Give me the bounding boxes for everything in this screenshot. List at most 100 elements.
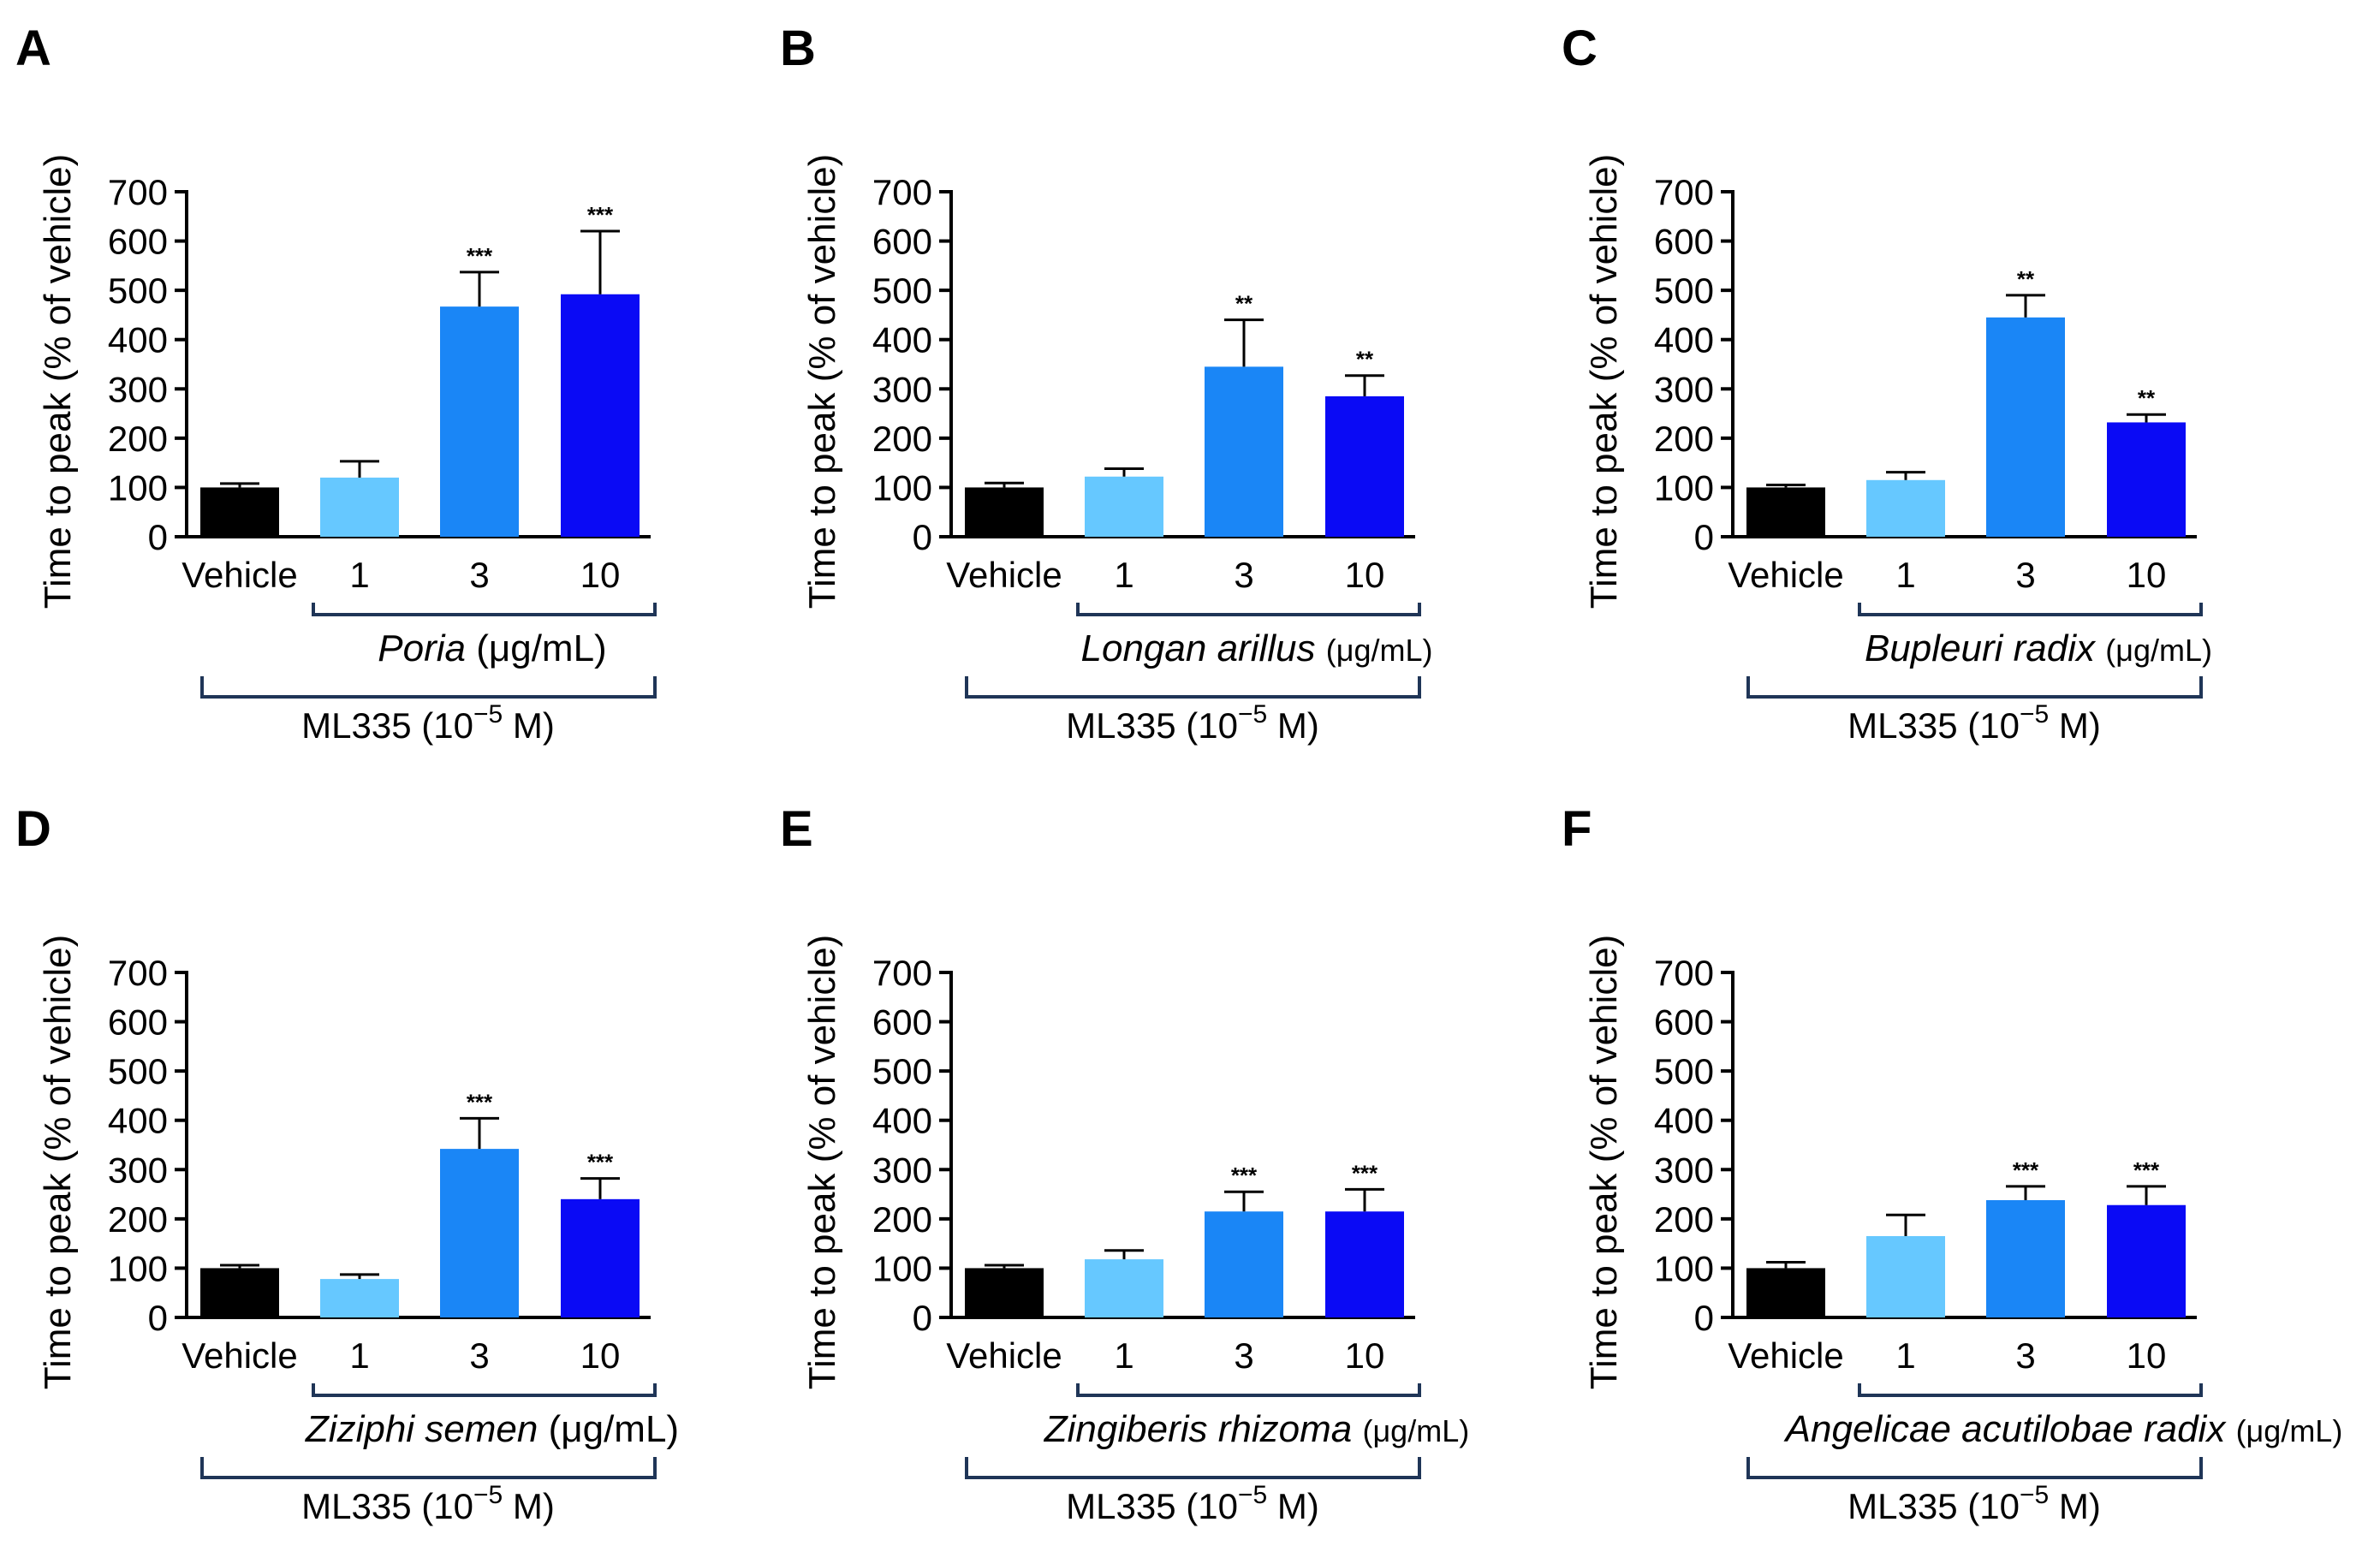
panel-e-ml335-exponent: −5 [1238, 1481, 1267, 1509]
panel-f-bar-0 [1746, 1268, 1825, 1317]
panel-d-herb-bracket [312, 1383, 657, 1397]
panel-f-xtick-label-2: 3 [2015, 1335, 2035, 1376]
panel-f-xtick-label-3: 10 [2127, 1335, 2167, 1376]
panel-f-ytick-label-0: 0 [1694, 1298, 1714, 1338]
panel-f-ytick-label-700: 700 [1654, 953, 1714, 993]
panel-b-bar-1 [1085, 476, 1163, 537]
panel-d-ml335-suffix: M) [503, 1486, 555, 1526]
panel-c-bar-2 [1986, 317, 2065, 537]
panel-a-bar-3 [561, 294, 640, 537]
panel-d-ytick-label-400: 400 [108, 1101, 168, 1141]
panel-a-ylabel: Time to peak (% of vehicle) [37, 154, 79, 609]
panel-c-ml335-bracket [1746, 676, 2203, 699]
panel-a-xtick-label-0: Vehicle [181, 555, 297, 595]
panel-d-ytick-label-700: 700 [108, 953, 168, 993]
panel-b-ytick-label-200: 200 [872, 419, 932, 459]
panel-f-ytick-label-500: 500 [1654, 1051, 1714, 1091]
panel-b-herb-label: Longan arillus (μg/mL) [1081, 627, 1433, 669]
panel-a-herb-name: Poria [378, 627, 476, 669]
panel-a-ml335-exponent: −5 [473, 700, 503, 728]
panel-e-herb-bracket [1076, 1383, 1421, 1397]
panel-b-bar-0 [965, 487, 1044, 537]
panel-a-herb-label: Poria (μg/mL) [378, 627, 606, 669]
panel-b-xtick-label-1: 1 [1114, 555, 1133, 595]
panel-b-herb-name: Longan arillus [1081, 627, 1326, 669]
panel-d-ml335-prefix: ML335 (10 [301, 1486, 473, 1526]
panel-c-xtick-label-3: 10 [2127, 555, 2167, 595]
panel-c-ytick-label-600: 600 [1654, 222, 1714, 262]
panel-d-bar-0 [200, 1268, 279, 1317]
panel-f-herb-label: Angelicae acutilobae radix (μg/mL) [1783, 1408, 2343, 1450]
panel-e-ytick-label-500: 500 [872, 1051, 932, 1091]
panel-c-bar-0 [1746, 487, 1825, 537]
panel-b-xtick-label-2: 3 [1234, 555, 1253, 595]
panel-b: B Time to peak (% of vehicle) 0 100 200 300 40… [780, 21, 1432, 746]
panel-c-herb-unit: (μg/mL) [2105, 633, 2212, 668]
panel-e-ml335-suffix: M) [1267, 1486, 1319, 1526]
panel-b-ylabel: Time to peak (% of vehicle) [801, 154, 843, 609]
panel-a-ml335-suffix: M) [503, 705, 555, 746]
panel-f-ylabel: Time to peak (% of vehicle) [1583, 935, 1625, 1389]
panel-e-xtick-label-2: 3 [1234, 1335, 1253, 1376]
panel-b-ytick-label-0: 0 [913, 517, 932, 557]
panel-a-bar-2 [440, 306, 519, 537]
panel-c-ytick-label-100: 100 [1654, 467, 1714, 508]
panel-f-herb-name: Angelicae acutilobae radix [1783, 1408, 2236, 1450]
panel-c-ml335-label: ML335 (10−5 M) [1847, 700, 2101, 746]
panel-c: C Time to peak (% of vehicle) 0 100 200 300 40… [1562, 21, 2212, 746]
panel-d-significance-3: *** [587, 1150, 614, 1175]
panel-c-significance-3: ** [2138, 385, 2156, 411]
panel-f-xtick-label-0: Vehicle [1728, 1335, 1843, 1376]
panel-a-xtick-label-2: 3 [469, 555, 489, 595]
panel-b-ytick-label-700: 700 [872, 172, 932, 212]
panel-e-bar-2 [1205, 1211, 1283, 1317]
panel-a-bar-1 [320, 477, 399, 537]
panel-b-ytick-label-100: 100 [872, 467, 932, 508]
panel-e-herb-label: Zingiberis rhizoma (μg/mL) [1044, 1408, 1469, 1450]
panel-d-ml335-bracket [200, 1457, 657, 1479]
panel-e-ytick-label-600: 600 [872, 1002, 932, 1043]
panel-e: E Time to peak (% of vehicle) 0 100 200 300 40… [780, 801, 1469, 1526]
panel-e-ylabel: Time to peak (% of vehicle) [801, 935, 843, 1389]
panel-e-ytick-label-400: 400 [872, 1101, 932, 1141]
panel-d-herb-unit: (μg/mL) [549, 1408, 679, 1450]
panel-c-ml335-suffix: M) [2049, 705, 2101, 746]
panel-d-ytick-label-500: 500 [108, 1051, 168, 1091]
panel-e-bar-0 [965, 1268, 1044, 1317]
panel-d-ml335-label: ML335 (10−5 M) [301, 1481, 555, 1526]
panel-b-ml335-bracket [965, 676, 1421, 699]
panel-c-ytick-label-700: 700 [1654, 172, 1714, 212]
panel-e-herb-unit: (μg/mL) [1362, 1413, 1469, 1448]
panel-f-bar-2 [1986, 1199, 2065, 1317]
panel-f-ml335-suffix: M) [2049, 1486, 2101, 1526]
panel-a-bar-0 [200, 487, 279, 537]
panel-b-ml335-exponent: −5 [1238, 700, 1267, 728]
panel-c-significance-2: ** [2017, 266, 2035, 292]
panel-b-letter: B [780, 21, 816, 76]
panel-c-ytick-label-500: 500 [1654, 271, 1714, 311]
panel-c-ylabel: Time to peak (% of vehicle) [1583, 154, 1625, 609]
panel-d-herb-name: Ziziphi semen [305, 1408, 549, 1450]
panel-e-ytick-label-200: 200 [872, 1199, 932, 1240]
panel-c-ytick-label-0: 0 [1694, 517, 1714, 557]
panel-b-xtick-label-3: 10 [1345, 555, 1385, 595]
panel-e-ytick-label-300: 300 [872, 1150, 932, 1190]
panel-b-ytick-label-400: 400 [872, 320, 932, 360]
panel-e-xtick-label-0: Vehicle [946, 1335, 1062, 1376]
panel-b-ytick-label-600: 600 [872, 222, 932, 262]
panel-a-significance-2: *** [467, 243, 493, 269]
panel-f-ml335-exponent: −5 [2020, 1481, 2049, 1509]
panel-e-herb-name: Zingiberis rhizoma [1044, 1408, 1363, 1450]
panel-c-ml335-prefix: ML335 (10 [1847, 705, 2020, 746]
panel-d-significance-2: *** [467, 1089, 493, 1115]
panel-a-significance-3: *** [587, 202, 614, 228]
panel-f-ml335-label: ML335 (10−5 M) [1847, 1481, 2101, 1526]
panel-b-ytick-label-300: 300 [872, 369, 932, 409]
panel-a-ytick-label-700: 700 [108, 172, 168, 212]
panel-f-significance-3: *** [2133, 1157, 2160, 1183]
panel-e-xtick-label-1: 1 [1114, 1335, 1133, 1376]
panel-d-ytick-label-600: 600 [108, 1002, 168, 1043]
panel-a-xtick-label-1: 1 [349, 555, 369, 595]
panel-c-bar-3 [2107, 422, 2186, 537]
panel-a-ytick-label-0: 0 [148, 517, 168, 557]
